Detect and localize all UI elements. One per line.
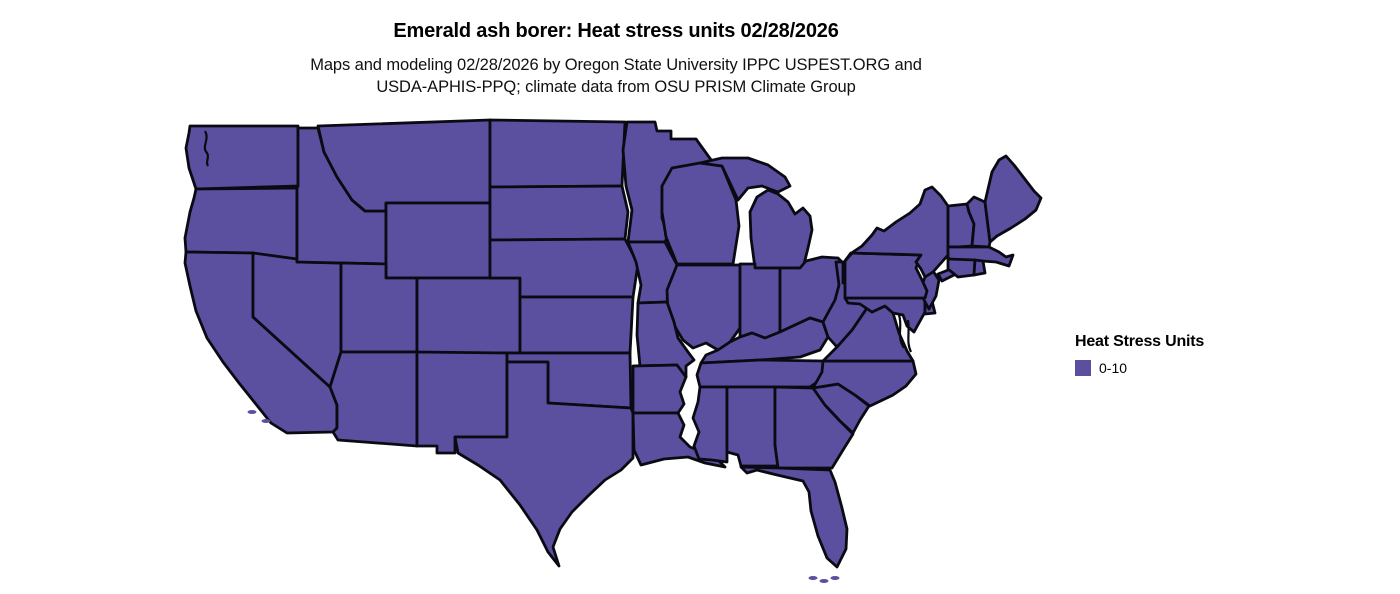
chesapeake-bay-detail — [906, 319, 913, 353]
state-ms — [691, 385, 729, 464]
chesapeake-bay-detail — [897, 314, 905, 349]
florida-keys-detail — [819, 579, 829, 583]
legend-swatch-0-10 — [1075, 360, 1091, 376]
legend-label: 0-10 — [1099, 360, 1128, 376]
state-ky — [699, 316, 830, 365]
state-nc — [811, 359, 918, 408]
state-ks — [518, 295, 635, 355]
subtitle-line-2: USDA-APHIS-PPQ; climate data from OSU PR… — [376, 78, 856, 96]
state-wy — [384, 201, 492, 280]
puget-sound-detail — [203, 130, 210, 167]
state-mi_up — [698, 156, 792, 202]
subtitle: Maps and modeling 02/28/2026 by Oregon S… — [0, 54, 1232, 98]
legend: Heat Stress Units 0-10 — [1075, 333, 1204, 376]
state-ar — [631, 363, 688, 415]
legend-row: 0-10 — [1075, 360, 1204, 376]
state-ny — [843, 185, 950, 279]
header: Emerald ash borer: Heat stress units 02/… — [0, 0, 1232, 98]
florida-keys-detail — [830, 576, 840, 580]
state-wi — [660, 161, 741, 266]
state-ri — [972, 258, 987, 277]
state-co — [415, 276, 522, 355]
state-fl — [739, 465, 849, 569]
state-tn — [695, 358, 832, 389]
state-nd — [488, 118, 627, 189]
state-wa — [184, 124, 300, 191]
state-or — [183, 186, 299, 263]
state-in — [738, 262, 782, 340]
subtitle-line-1: Maps and modeling 02/28/2026 by Oregon S… — [310, 56, 922, 74]
state-az — [328, 350, 419, 448]
page-title: Emerald ash borer: Heat stress units 02/… — [393, 20, 839, 42]
channel-islands-detail — [247, 410, 257, 414]
florida-keys-detail — [808, 576, 818, 580]
state-ct — [946, 257, 977, 279]
state-me — [983, 154, 1043, 244]
legend-title: Heat Stress Units — [1075, 333, 1205, 350]
state-pa — [843, 251, 929, 300]
state-sd — [488, 184, 630, 242]
channel-islands-detail — [261, 419, 271, 423]
state-mi — [748, 188, 814, 270]
state-al — [725, 385, 780, 468]
